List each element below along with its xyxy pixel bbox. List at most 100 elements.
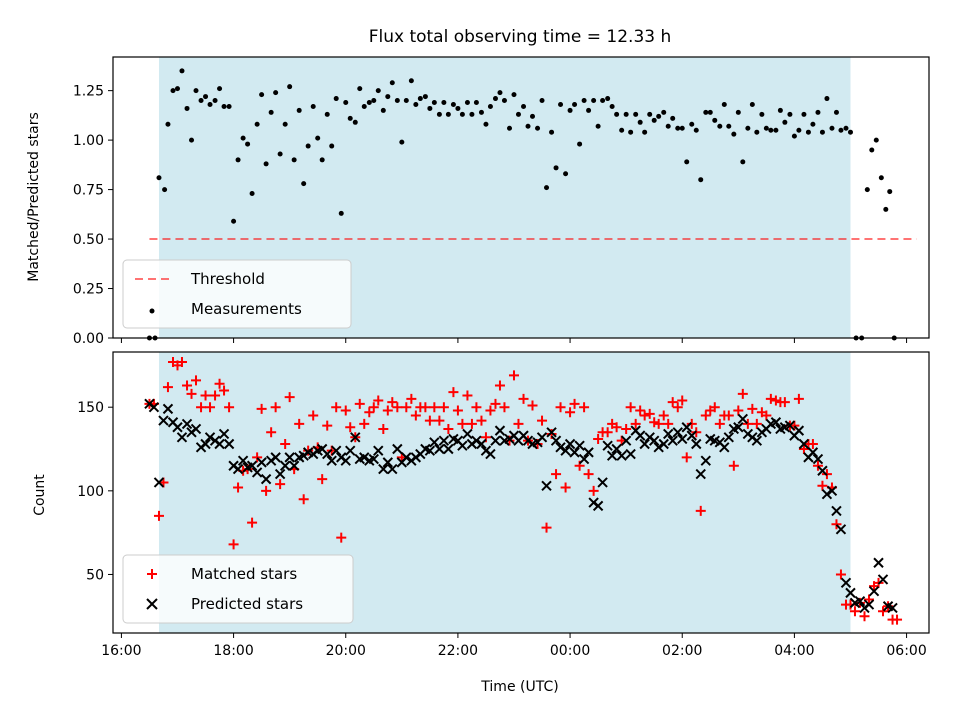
measurement-point — [329, 143, 335, 149]
measurement-point — [301, 181, 307, 187]
matched-stars-point — [176, 357, 187, 368]
measurement-point — [782, 119, 788, 125]
predicted-stars-point — [611, 443, 622, 455]
legend-label: Threshold — [190, 270, 265, 288]
measurement-point — [628, 129, 634, 135]
measurement-point — [282, 121, 288, 127]
y-tick-label: 50 — [86, 567, 104, 583]
measurement-point — [268, 109, 274, 115]
matched-stars-point — [855, 597, 866, 608]
measurement-point — [670, 115, 676, 121]
matched-stars-point — [518, 393, 529, 404]
measurement-point — [333, 96, 339, 102]
measurement-point — [217, 86, 223, 92]
matched-stars-point — [162, 382, 173, 393]
predicted-stars-point — [260, 473, 272, 485]
y-tick-label: 1.00 — [73, 133, 104, 149]
measurement-point — [399, 139, 405, 145]
measurement-point — [469, 111, 475, 117]
measurement-point — [221, 103, 227, 109]
predicted-stars-point — [616, 450, 627, 461]
measurement-point — [380, 107, 386, 113]
predicted-stars-point — [700, 455, 711, 466]
predicted-stars-point — [606, 450, 618, 461]
matched-stars-point — [579, 402, 590, 413]
measurement-point — [310, 103, 316, 109]
y-tick-label: 0.75 — [73, 183, 104, 199]
predicted-stars-point — [574, 440, 585, 451]
predicted-stars-point — [541, 480, 552, 492]
matched-stars-point — [233, 482, 244, 493]
measurement-point — [501, 98, 507, 104]
measurement-point — [869, 147, 875, 153]
matched-stars-point — [602, 427, 613, 438]
measurement-point — [184, 105, 190, 111]
matched-stars-point — [270, 402, 281, 413]
measurement-point — [431, 100, 437, 106]
predicted-stars-point — [274, 468, 286, 480]
predicted-stars-point — [723, 432, 734, 443]
predicted-stars-point — [359, 452, 370, 463]
predicted-stars-point — [770, 417, 782, 428]
matched-stars-point — [625, 402, 636, 413]
measurement-point — [203, 94, 209, 100]
measurement-point — [763, 125, 769, 131]
measurement-point — [254, 121, 260, 127]
measurement-point — [162, 187, 168, 193]
measurement-point — [212, 98, 218, 104]
matched-stars-point — [863, 594, 874, 605]
predicted-stars-point — [237, 455, 249, 466]
y-tick-label: 0.25 — [73, 282, 104, 298]
predicted-stars-point — [831, 505, 842, 517]
predicted-stars-point — [288, 460, 300, 471]
predicted-stars-point — [793, 425, 805, 436]
predicted-stars-point — [663, 428, 674, 440]
measurement-point — [791, 133, 797, 139]
measurement-point — [371, 98, 377, 104]
predicted-stars-point — [471, 435, 482, 446]
predicted-stars-point — [368, 453, 379, 465]
measurement-point — [273, 90, 279, 96]
measurement-point — [249, 191, 255, 197]
predicted-stars-point — [162, 403, 174, 415]
predicted-stars-point — [322, 448, 333, 460]
measurement-point — [287, 84, 293, 90]
measurement-point — [417, 96, 423, 102]
matched-stars-point — [878, 606, 889, 617]
matched-stars-point — [639, 410, 650, 421]
predicted-stars-point — [326, 455, 337, 466]
matched-stars-point — [382, 405, 393, 416]
x-tick-label: 22:00 — [438, 643, 478, 659]
measurement-point — [319, 157, 325, 163]
matched-stars-point — [892, 614, 903, 625]
measurement-point — [577, 141, 583, 147]
legend-label: Predicted stars — [191, 595, 303, 613]
matched-stars-point — [751, 418, 762, 429]
matched-stars-point — [378, 423, 389, 434]
bottom-y-axis-label: Count — [32, 474, 48, 516]
predicted-stars-point — [569, 447, 580, 458]
predicted-stars-point — [476, 438, 487, 450]
measurement-point — [259, 92, 265, 98]
measurement-point — [656, 113, 662, 119]
matched-stars-point — [153, 510, 164, 521]
matched-stars-point — [569, 398, 580, 409]
measurement-point — [712, 117, 718, 123]
matched-stars-point — [256, 403, 267, 414]
measurement-point — [838, 127, 844, 133]
predicted-stars-point — [340, 455, 351, 466]
measurement-point — [745, 125, 751, 131]
predicted-stars-point — [181, 418, 193, 430]
predicted-stars-point — [620, 435, 632, 446]
legend-symbol — [147, 569, 157, 579]
matched-stars-point — [649, 417, 660, 428]
measurement-point — [717, 123, 723, 129]
measurement-point — [343, 100, 349, 106]
predicted-stars-point — [429, 437, 440, 448]
measurement-point — [623, 111, 629, 117]
predicted-stars-point — [597, 477, 608, 488]
measurement-point — [633, 111, 639, 117]
measurement-point — [605, 96, 611, 102]
predicted-stars-point — [200, 438, 211, 450]
measurement-point — [801, 111, 807, 117]
